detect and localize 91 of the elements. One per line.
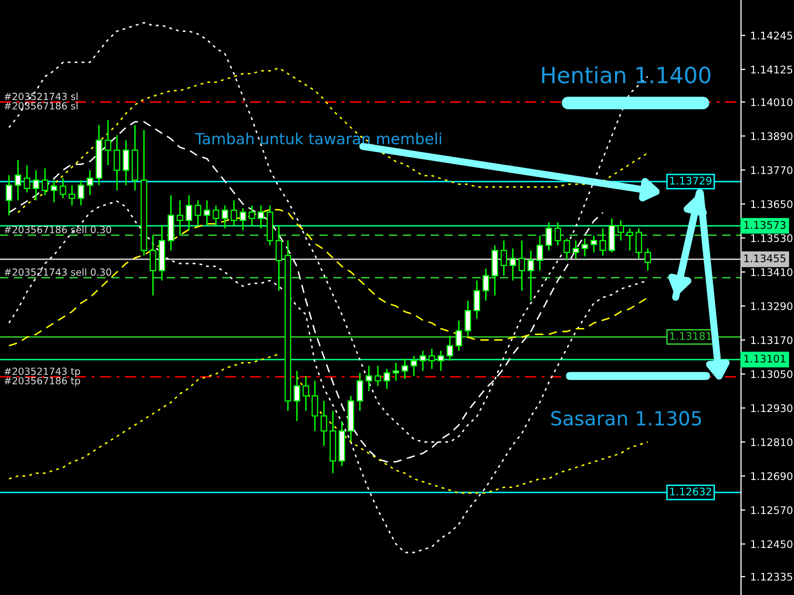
candlestick — [546, 222, 552, 252]
candlestick — [50, 180, 58, 203]
candlestick — [78, 180, 84, 206]
candlestick — [230, 200, 238, 226]
candlestick — [14, 159, 22, 202]
candlestick — [204, 200, 210, 226]
candlestick — [294, 370, 300, 422]
ref-line-label: 1.13455 — [744, 254, 786, 262]
candlestick — [456, 320, 462, 352]
y-tick-label: 1.13050 — [751, 370, 792, 378]
candlestick — [600, 228, 606, 256]
candlestick — [482, 268, 490, 302]
candlestick — [528, 250, 534, 302]
candlestick — [122, 140, 130, 186]
candlestick — [150, 234, 156, 296]
candlestick — [464, 300, 472, 336]
candlestick — [276, 224, 282, 292]
candlestick — [186, 194, 192, 232]
candlestick — [312, 380, 318, 432]
candlestick — [518, 240, 526, 292]
candlestick — [564, 238, 570, 262]
y-tick-label: 1.13890 — [751, 132, 792, 140]
annotation: Tambah untuk tawaran membeli — [194, 132, 442, 144]
candlestick — [248, 204, 256, 226]
candlestick — [42, 168, 48, 196]
candlestick — [402, 358, 408, 380]
ref-line-label: 1.13101 — [744, 354, 786, 363]
y-tick-label: 1.13410 — [751, 268, 792, 276]
candlestick — [176, 200, 184, 236]
candlestick — [590, 234, 598, 254]
annotation: Hentian 1.1400 — [542, 66, 710, 84]
y-tick-label: 1.13770 — [751, 166, 792, 174]
y-tick-label: 1.13290 — [751, 302, 792, 310]
annotation: Sasaran 1.1305 — [551, 410, 702, 426]
candlestick — [356, 372, 364, 412]
candlestick — [510, 248, 516, 282]
y-tick-label: 1.14245 — [751, 32, 792, 40]
ref-line-label: 1.13181 — [670, 332, 712, 340]
candlestick — [618, 220, 624, 242]
candlestick — [572, 240, 580, 260]
candlestick — [536, 234, 544, 272]
candlestick — [240, 208, 246, 232]
y-tick-label: 1.12930 — [751, 404, 792, 412]
candlestick — [446, 335, 454, 362]
y-tick-label: 1.12810 — [751, 438, 792, 446]
candlestick — [428, 348, 436, 370]
candlestick — [24, 164, 30, 194]
candlestick — [438, 350, 444, 372]
candlestick — [554, 222, 562, 246]
candlestick — [104, 119, 112, 166]
y-tick-label: 1.13650 — [751, 200, 792, 208]
candlestick — [410, 355, 418, 377]
annotation: #203567186 tp — [4, 377, 80, 386]
candlestick — [114, 134, 120, 192]
candlestick — [258, 204, 264, 230]
candlestick — [384, 368, 390, 390]
ref-line-label: #203521743 tp — [4, 368, 80, 377]
y-tick-label: 1.14010 — [751, 98, 792, 106]
candlestick — [366, 365, 372, 392]
ref-line-label: 1.13729 — [670, 176, 712, 185]
ref-line-label: #203521743 sl — [4, 92, 78, 100]
candlestick — [500, 240, 508, 276]
candlestick — [392, 362, 400, 382]
y-tick-label: 1.12690 — [751, 472, 792, 480]
candlestick — [212, 204, 220, 226]
y-tick-label: 1.12335 — [751, 572, 792, 581]
y-tick-label: 1.14125 — [751, 66, 792, 74]
candlestick — [636, 228, 642, 260]
candlestick — [60, 178, 66, 200]
candlestick — [68, 184, 76, 206]
candlestick — [420, 350, 426, 372]
ref-line-label: #203521743 sell 0.30 — [4, 268, 112, 276]
candlestick — [474, 280, 480, 320]
y-tick-label: 1.13530 — [751, 234, 792, 242]
y-tick-label: 1.13170 — [751, 336, 792, 344]
ref-line-label: 1.12632 — [670, 488, 712, 496]
y-tick-label: 1.12570 — [751, 506, 792, 514]
candlestick — [222, 204, 228, 230]
ref-line-label: 1.13573 — [744, 220, 786, 229]
annotation: #203567186 sl — [4, 102, 78, 110]
candlestick — [320, 400, 328, 447]
candlestick — [32, 170, 40, 202]
candlestick — [86, 170, 94, 196]
candlestick — [644, 248, 652, 272]
candlestick — [626, 228, 634, 252]
candlestick — [374, 365, 382, 387]
candlestick — [582, 238, 588, 258]
ref-line-label: #203567186 sell 0.30 — [4, 226, 112, 234]
candlestick — [302, 375, 310, 412]
candlestick — [194, 200, 202, 226]
y-tick-label: 1.12450 — [751, 540, 792, 548]
